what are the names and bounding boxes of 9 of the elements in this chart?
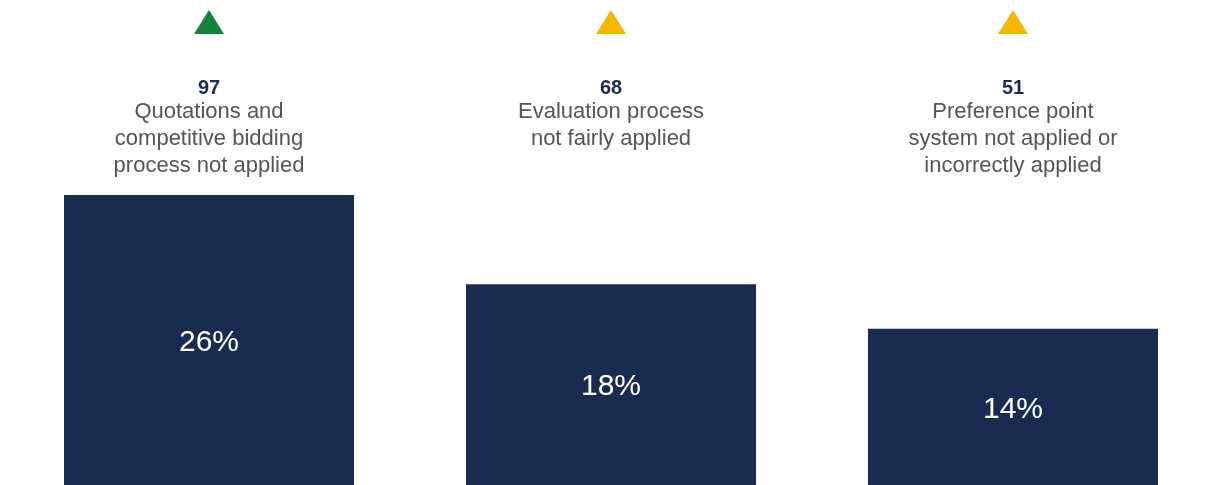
text: 68 xyxy=(599,76,623,98)
data-label: 26% xyxy=(178,323,240,357)
x-tick-label: Evaluation process not fairly applied xyxy=(518,98,704,150)
data-label: 18% xyxy=(580,368,642,402)
x-tick-label: Quotations and competitive bidding process not applied xyxy=(113,98,305,177)
text: 51 xyxy=(1001,76,1025,98)
data-label: 14% xyxy=(982,390,1044,424)
text: 97 xyxy=(197,76,221,98)
x-tick-label: Preference point system not applied or incorrectly applied xyxy=(908,98,1118,177)
